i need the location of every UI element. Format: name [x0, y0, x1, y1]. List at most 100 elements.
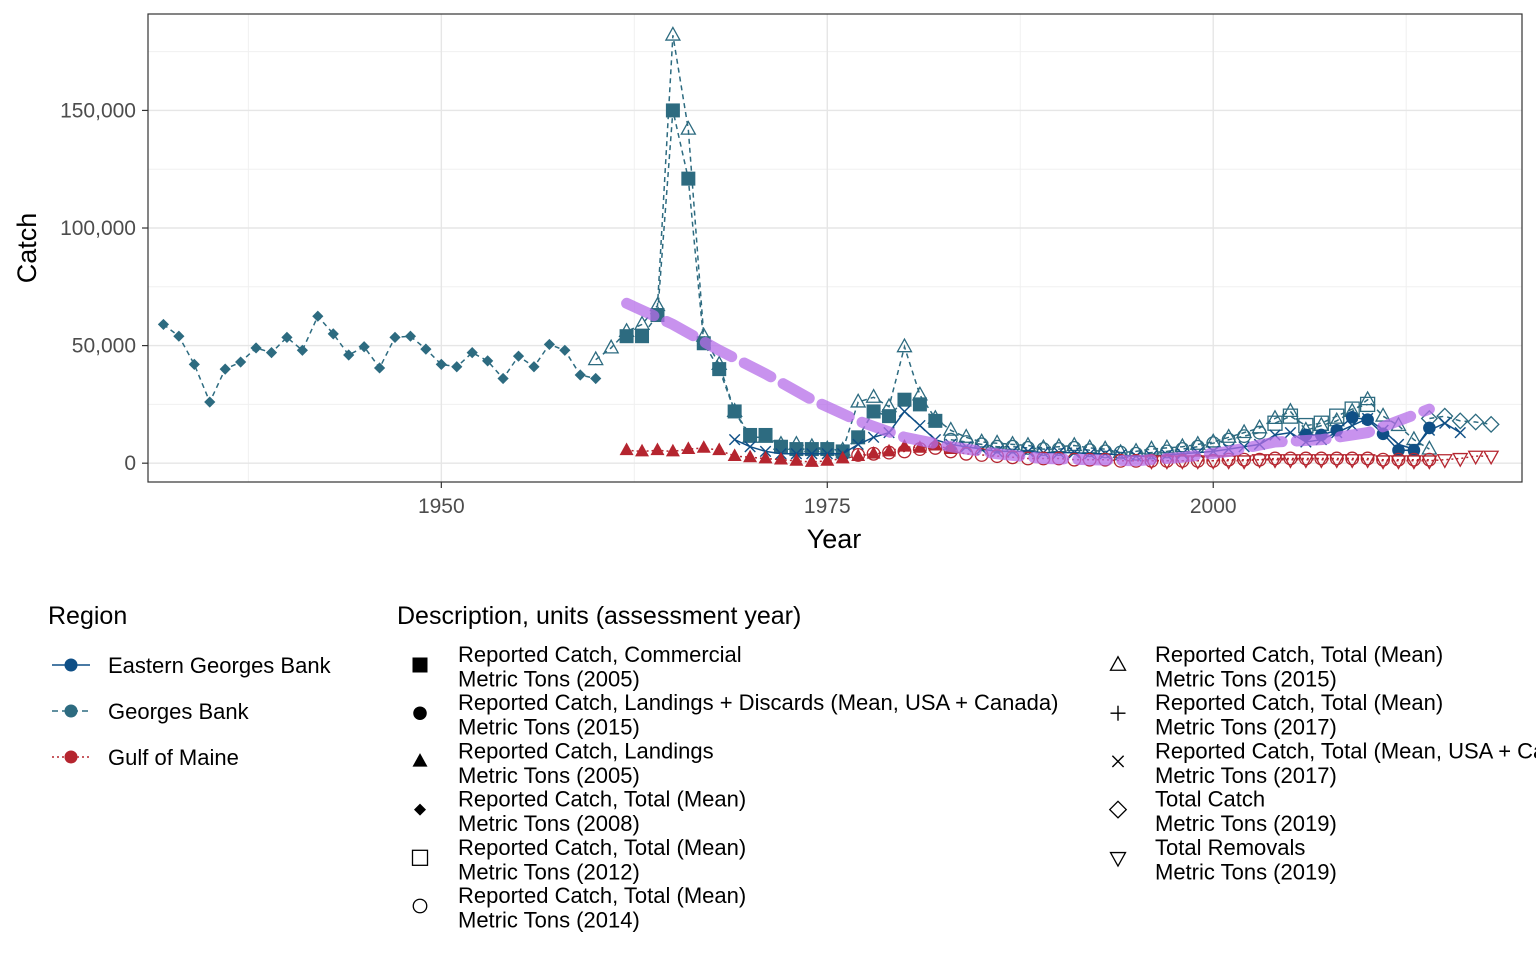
marker-triangle-down-open [1467, 450, 1484, 466]
marker-triangle-open [1205, 432, 1222, 448]
legend-key-point [64, 750, 78, 764]
marker-square [912, 397, 927, 412]
y-tick-label: 50,000 [72, 335, 136, 358]
legend-description-line2: Metric Tons (2012) [458, 859, 640, 884]
marker-square [773, 439, 788, 454]
marker-diamond [451, 361, 463, 373]
marker-diamond-open [1451, 412, 1469, 430]
x-tick-label: 1950 [418, 495, 465, 518]
series-line [950, 431, 1260, 455]
marker-circle-open [866, 446, 881, 461]
marker-diamond [512, 350, 525, 362]
marker-triangle-open [587, 350, 604, 366]
legend-region-title: Region [48, 602, 127, 630]
legend-description-item: Reported Catch, Total (Mean)Metric Tons … [411, 835, 746, 884]
marker-diamond [435, 358, 447, 371]
marker-circle-open [1422, 452, 1437, 467]
marker-circle-open [882, 445, 896, 460]
marker-cross [1111, 755, 1125, 768]
marker-triangle-down-open [1390, 455, 1407, 470]
series-line [1151, 455, 1492, 462]
marker-circle [1361, 413, 1374, 426]
x-tick-label: 1975 [804, 495, 851, 518]
series-line [1429, 415, 1492, 426]
marker-circle-open [1360, 451, 1375, 466]
marker-triangle-open [1109, 655, 1127, 671]
legend-description-item: Reported Catch, Total (Mean)Metric Tons … [1110, 690, 1443, 740]
marker-square [727, 404, 742, 419]
marker-cross [744, 440, 756, 453]
marker-circle-open [412, 898, 428, 914]
marker-triangle-open [1251, 418, 1268, 434]
marker-diamond [414, 803, 426, 816]
marker-triangle-down-open [1436, 454, 1453, 469]
marker-circle-open [1237, 452, 1252, 467]
legend-description-line2: Metric Tons (2005) [458, 667, 640, 692]
marker-triangle-open [865, 388, 882, 403]
y-tick-label: 150,000 [60, 99, 136, 122]
legend-description-line1: Reported Catch, Landings [458, 738, 714, 763]
marker-triangle-open [896, 337, 913, 353]
y-tick-label: 100,000 [60, 217, 136, 240]
marker-triangle [882, 443, 897, 457]
marker-square [712, 362, 727, 377]
marker-triangle [866, 446, 881, 459]
marker-circle-open [1252, 425, 1267, 440]
marker-triangle-open [603, 338, 620, 354]
marker-cross [914, 419, 926, 432]
marker-triangle-open [1282, 402, 1299, 417]
marker-square [412, 657, 428, 673]
marker-circle-open [1298, 451, 1313, 466]
legend-description-line2: Metric Tons (2005) [458, 763, 640, 788]
legend-key-point [64, 704, 78, 718]
marker-triangle-down-open [1452, 452, 1469, 468]
marker-diamond [173, 330, 185, 342]
marker-triangle [712, 442, 727, 456]
marker-triangle [851, 448, 866, 462]
marker-triangle [665, 443, 680, 457]
marker-triangle-down-open [1421, 455, 1438, 470]
marker-triangle [912, 440, 927, 453]
marker-triangle [412, 753, 428, 767]
marker-triangle-open [1066, 436, 1083, 452]
marker-diamond [312, 310, 324, 322]
plot-series [157, 26, 1500, 470]
marker-square [635, 329, 650, 344]
legend-description-item: Reported Catch, Total (Mean)Metric Tons … [1109, 642, 1443, 692]
marker-triangle [804, 454, 819, 467]
marker-triangle-open [850, 393, 867, 408]
marker-diamond [281, 331, 293, 343]
axes: 1950 1975 2000 0 50,000 100,000 150,000 [60, 99, 1237, 518]
marker-circle-open [1067, 440, 1082, 455]
marker-square [882, 409, 897, 424]
marker-diamond [543, 338, 555, 351]
marker-diamond-open [1467, 413, 1485, 431]
legend-description-item: Reported Catch, Total (Mean)Metric Tons … [412, 883, 746, 933]
legend-description-line1: Reported Catch, Total (Mean) [1155, 690, 1443, 715]
marker-square [789, 442, 804, 457]
legend-description-line2: Metric Tons (2008) [458, 811, 640, 836]
marker-triangle-open [973, 432, 990, 448]
marker-diamond-open [1108, 800, 1128, 819]
marker-circle-open [851, 448, 866, 462]
legend-description-line2: Metric Tons (2017) [1155, 763, 1337, 788]
marker-square [743, 427, 758, 442]
legend-description-line1: Reported Catch, Total (Mean, USA + Canad… [1155, 738, 1536, 763]
legend-description-line2: Metric Tons (2017) [1155, 715, 1337, 740]
marker-diamond [528, 361, 540, 373]
marker-diamond [358, 341, 370, 353]
marker-cross [867, 431, 880, 444]
marker-circle-open [1345, 451, 1360, 466]
marker-square [758, 427, 773, 442]
series-georges-bank-square-open [1267, 396, 1376, 434]
x-axis-label: Year [807, 524, 862, 554]
legend-region-label: Eastern Georges Bank [108, 653, 332, 678]
marker-circle-open [1268, 451, 1282, 466]
marker-triangle-down-open [1374, 455, 1392, 470]
marker-triangle-open [680, 120, 697, 135]
marker-triangle-down-open [1236, 455, 1253, 470]
y-axis-label: Catch [12, 213, 42, 284]
series-georges-bank-square-filled [619, 103, 943, 459]
